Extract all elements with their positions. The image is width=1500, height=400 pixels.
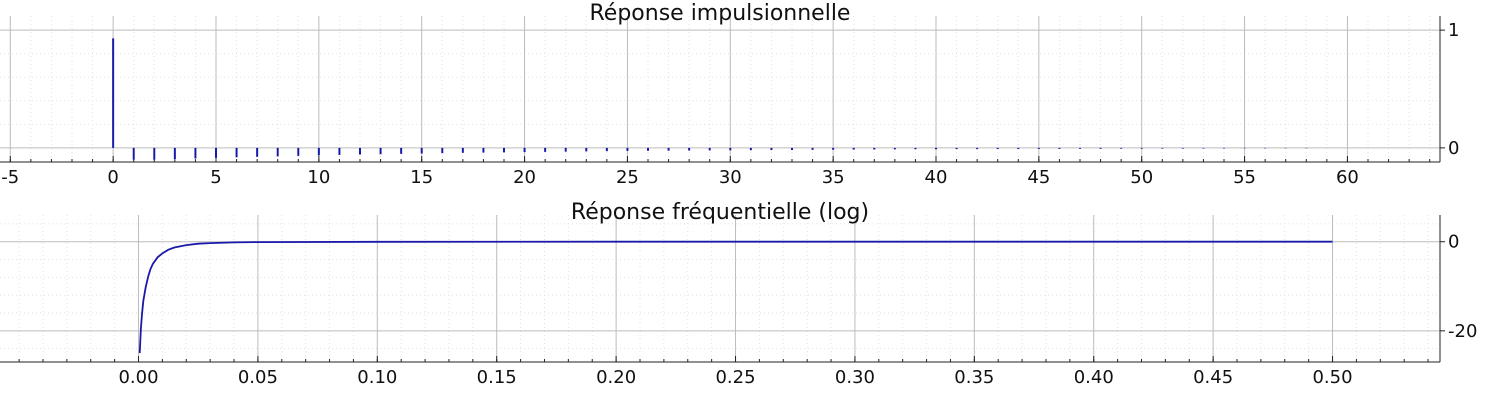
chart-title: Réponse impulsionnelle	[590, 1, 851, 26]
x-tick-label: 0.35	[954, 367, 994, 388]
y-tick-label: 1	[1448, 20, 1459, 41]
x-tick-label: 0.20	[596, 367, 636, 388]
x-tick-label: 0.10	[357, 367, 397, 388]
x-tick-label: 0.40	[1074, 367, 1114, 388]
x-tick-label: 35	[822, 167, 845, 188]
y-tick-label: 0	[1448, 138, 1459, 159]
x-tick-label: 50	[1130, 167, 1153, 188]
x-tick-label: 0.05	[238, 367, 278, 388]
x-tick-label: 25	[616, 167, 639, 188]
x-tick-label: 40	[925, 167, 948, 188]
x-tick-label: -5	[1, 167, 19, 188]
x-tick-label: 0	[107, 167, 118, 188]
x-tick-label: 55	[1233, 167, 1256, 188]
x-tick-label: 60	[1336, 167, 1359, 188]
x-tick-label: 10	[307, 167, 330, 188]
x-tick-label: 20	[513, 167, 536, 188]
frequency-response-line	[138, 240, 1333, 354]
chart-title: Réponse fréquentielle (log)	[571, 200, 869, 225]
impulse-response-plot: -5 0 5 10 15 20 25 30 35 40 45 50 55 60 0 1 Réponse impu…	[0, 1, 1459, 188]
x-tick-label: 5	[210, 167, 221, 188]
x-tick-label: 0.25	[715, 367, 755, 388]
x-tick-label: 0.15	[477, 367, 517, 388]
x-tick-label: 45	[1027, 167, 1050, 188]
x-tick-label: 0.50	[1312, 367, 1352, 388]
y-tick-label: -20	[1448, 321, 1477, 342]
frequency-response-plot: 0.00 0.05 0.10 0.15 0.20 0.25 0.30 0.35 0.40 0.45…	[0, 200, 1477, 388]
y-tick-label: 0	[1448, 232, 1459, 253]
x-tick-label: 15	[410, 167, 433, 188]
x-tick-label: 0.30	[835, 367, 875, 388]
x-tick-label: 30	[719, 167, 742, 188]
x-tick-label: 0.45	[1193, 367, 1233, 388]
x-tick-label: 0.00	[118, 367, 158, 388]
